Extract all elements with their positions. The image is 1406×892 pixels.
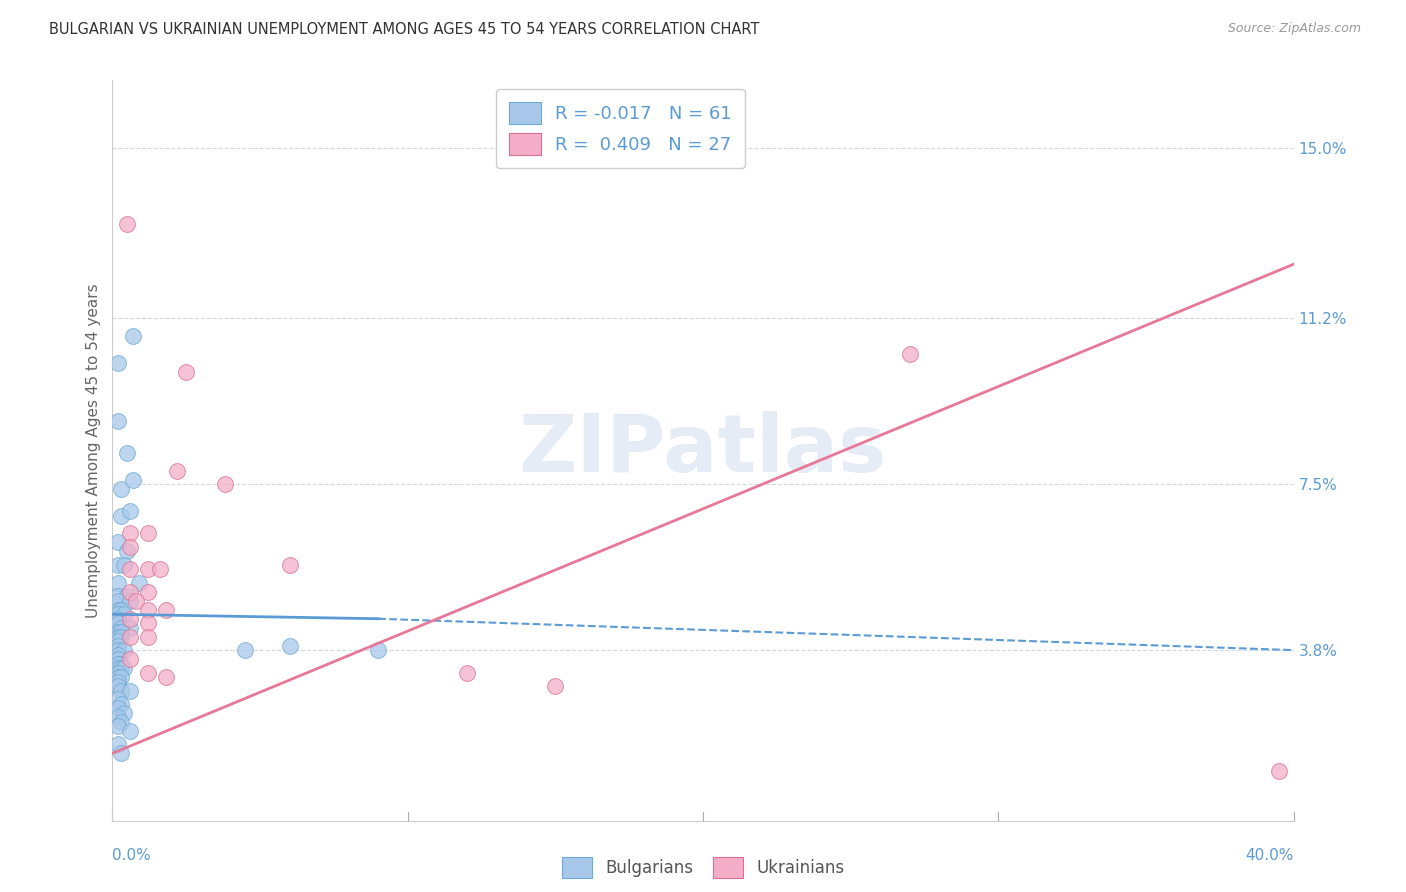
Point (110, 603, 132, 617)
Point (107, 670, 129, 684)
Point (107, 679, 129, 693)
Point (112, 643, 135, 657)
Point (155, 603, 177, 617)
Point (110, 657, 132, 671)
Point (136, 562, 159, 576)
Point (174, 365, 197, 379)
Point (107, 630, 129, 644)
Point (107, 648, 129, 662)
Point (120, 594, 142, 608)
Point (107, 414, 129, 428)
Point (155, 670, 177, 684)
Point (107, 737, 129, 751)
Point (128, 575, 150, 590)
Point (120, 723, 142, 738)
Point (110, 508, 132, 523)
Point (117, 217, 138, 231)
Point (214, 477, 236, 491)
Point (898, 347, 921, 361)
Text: Source: ZipAtlas.com: Source: ZipAtlas.com (1227, 22, 1361, 36)
Point (1268, 764, 1291, 779)
Point (107, 356, 129, 370)
Point (110, 482, 132, 496)
Point (107, 594, 129, 608)
Point (112, 661, 135, 675)
Legend: R = -0.017   N = 61, R =  0.409   N = 27: R = -0.017 N = 61, R = 0.409 N = 27 (496, 89, 745, 168)
Point (120, 630, 142, 644)
Point (110, 661, 132, 675)
Point (107, 652, 129, 666)
Text: 0.0%: 0.0% (112, 847, 152, 863)
Point (107, 701, 129, 715)
Point (149, 562, 172, 576)
Point (166, 464, 188, 478)
Point (120, 562, 142, 576)
Point (107, 661, 129, 675)
Point (110, 630, 132, 644)
Point (110, 621, 132, 635)
Point (107, 535, 129, 549)
Point (107, 643, 129, 657)
Point (125, 594, 148, 608)
Point (107, 639, 129, 653)
Text: ZIPatlas: ZIPatlas (519, 411, 887, 490)
Point (122, 329, 145, 343)
Point (122, 473, 145, 487)
Point (120, 504, 142, 518)
Point (136, 616, 159, 631)
Point (136, 630, 159, 644)
Point (456, 665, 478, 680)
Point (107, 719, 129, 733)
Point (544, 679, 567, 693)
Point (110, 714, 132, 729)
Point (117, 544, 138, 558)
Point (136, 603, 159, 617)
Point (107, 607, 129, 622)
Point (107, 603, 129, 617)
Point (136, 665, 159, 680)
Legend: Bulgarians, Ukrainians: Bulgarians, Ukrainians (555, 851, 851, 884)
Point (107, 674, 129, 689)
Text: 40.0%: 40.0% (1246, 847, 1294, 863)
Point (120, 621, 142, 635)
Point (110, 747, 132, 761)
Point (120, 652, 142, 666)
Point (117, 589, 138, 603)
Point (107, 657, 129, 671)
Point (107, 616, 129, 631)
Point (110, 683, 132, 698)
Point (120, 584, 142, 599)
Point (107, 625, 129, 640)
Point (112, 706, 135, 720)
Point (107, 575, 129, 590)
Point (107, 612, 129, 626)
Point (110, 625, 132, 640)
Point (278, 639, 301, 653)
Point (107, 589, 129, 603)
Y-axis label: Unemployment Among Ages 45 to 54 years: Unemployment Among Ages 45 to 54 years (86, 283, 101, 618)
Point (107, 665, 129, 680)
Point (136, 526, 159, 541)
Point (120, 612, 142, 626)
Point (107, 710, 129, 724)
Point (233, 643, 256, 657)
Point (107, 558, 129, 572)
Point (136, 584, 159, 599)
Text: BULGARIAN VS UKRAINIAN UNEMPLOYMENT AMONG AGES 45 TO 54 YEARS CORRELATION CHART: BULGARIAN VS UKRAINIAN UNEMPLOYMENT AMON… (49, 22, 759, 37)
Point (120, 526, 142, 541)
Point (110, 697, 132, 711)
Point (120, 683, 142, 698)
Point (120, 540, 142, 554)
Point (110, 670, 132, 684)
Point (367, 643, 389, 657)
Point (112, 558, 135, 572)
Point (107, 692, 129, 706)
Point (278, 558, 301, 572)
Point (117, 446, 138, 460)
Point (112, 607, 135, 622)
Point (107, 634, 129, 648)
